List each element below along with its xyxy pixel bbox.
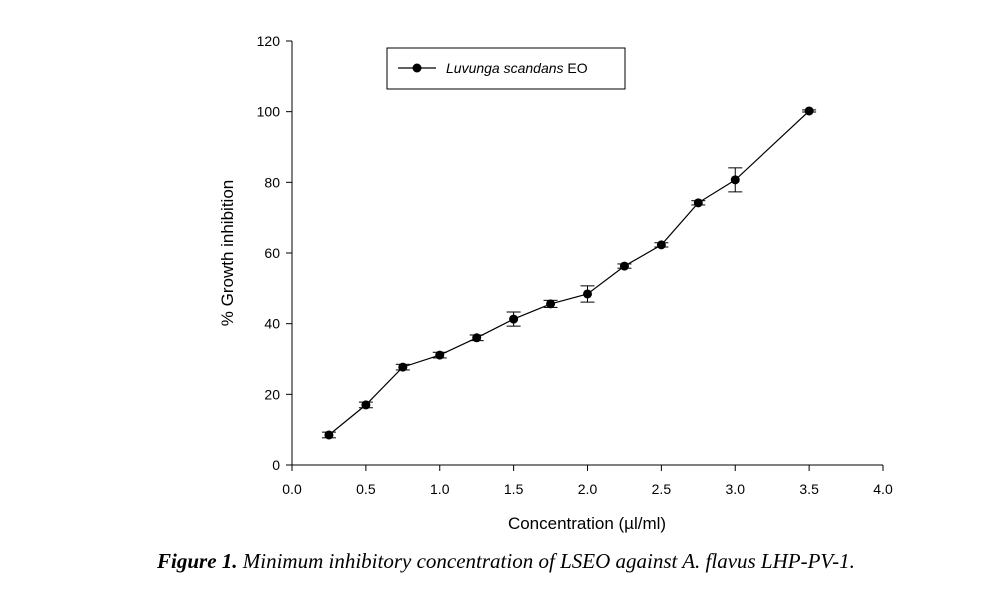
x-tick-label: 0.5	[356, 481, 376, 497]
x-tick-label: 1.0	[430, 481, 450, 497]
data-point	[730, 175, 740, 185]
y-tick-label: 120	[257, 33, 281, 49]
chart: 0.0 0.5 1.0 1.5 2.0 2.5 3.0 3.5 4.0 0 20 40 60 80 100…	[218, 33, 893, 533]
figure-caption-label: Figure 1.	[157, 549, 238, 573]
data-point	[472, 333, 482, 343]
data-point	[509, 314, 519, 324]
y-tick-label: 80	[264, 174, 280, 190]
data-point	[619, 261, 629, 271]
x-tick-label: 0.0	[282, 481, 302, 497]
figure-caption: Figure 1. Minimum inhibitory concentrati…	[157, 549, 855, 574]
data-point	[361, 400, 371, 410]
x-axis-ticks: 0.0 0.5 1.0 1.5 2.0 2.5 3.0 3.5 4.0	[282, 465, 893, 497]
x-tick-label: 3.5	[799, 481, 819, 497]
y-axis-ticks: 0 20 40 60 80 100 120	[257, 33, 292, 473]
data-point	[693, 198, 703, 208]
series-line	[328, 110, 810, 436]
legend-label-species: Luvunga scandans	[446, 60, 564, 76]
data-point	[324, 430, 334, 440]
y-tick-label: 60	[264, 245, 280, 261]
series-luvunga-scandans	[321, 106, 817, 440]
legend-marker-swatch	[412, 63, 422, 73]
data-point	[435, 350, 445, 360]
data-point	[398, 362, 408, 372]
x-axis-title: Concentration (µl/ml)	[508, 514, 666, 533]
y-tick-label: 20	[264, 386, 280, 402]
data-point	[804, 106, 814, 116]
y-tick-label: 100	[257, 104, 281, 120]
x-tick-label: 4.0	[873, 481, 893, 497]
x-tick-label: 3.0	[726, 481, 746, 497]
data-point	[656, 240, 666, 250]
data-point	[583, 289, 592, 299]
legend: Luvunga scandans EO	[386, 47, 626, 90]
figure-caption-text: Minimum inhibitory concentration of LSEO…	[237, 549, 855, 573]
data-point	[546, 299, 556, 309]
x-tick-label: 2.0	[578, 481, 598, 497]
x-tick-label: 2.5	[652, 481, 672, 497]
x-tick-label: 1.5	[504, 481, 524, 497]
y-tick-label: 40	[264, 316, 280, 332]
y-axis-title: % Growth inhibition	[218, 180, 237, 326]
legend-label: Luvunga scandans EO	[446, 60, 588, 76]
legend-label-suffix: EO	[564, 60, 588, 76]
y-tick-label: 0	[272, 457, 280, 473]
axes	[291, 41, 883, 466]
